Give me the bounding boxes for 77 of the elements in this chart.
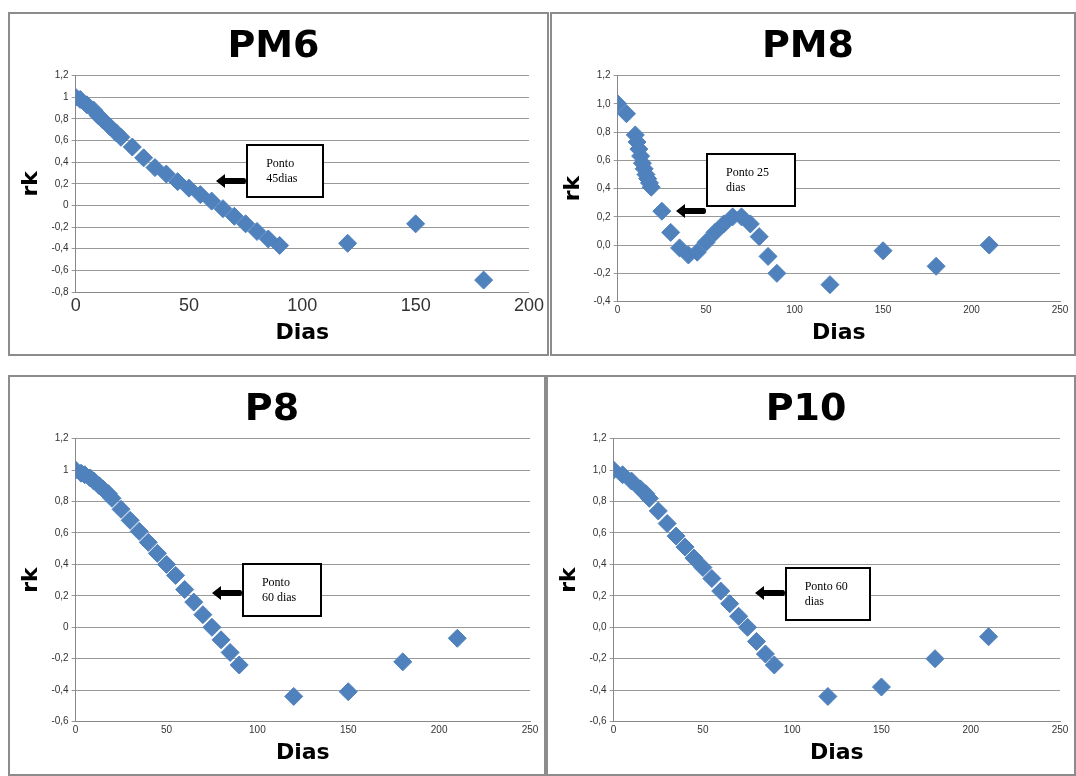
y-tick-label: -0,2 [51,220,70,232]
x-tick-label: 200 [430,724,448,736]
y-tick-label: -0,6 [589,715,608,727]
x-tick-label: 150 [874,304,892,316]
y-tick-label: -0,4 [589,683,608,695]
y-axis-title: rk [16,565,42,593]
y-tick-label: -0,8 [51,285,70,297]
y-tick-label: 1 [63,90,70,102]
x-tick-label: 250 [1051,304,1069,316]
y-axis-title: rk [16,169,42,197]
y-tick-label: 1,2 [592,432,608,444]
chart-title: PM8 [761,21,855,66]
y-tick-label: 0,8 [54,112,70,124]
y-tick-label: 1,2 [596,69,612,81]
y-tick-label: 0,2 [54,177,70,189]
y-tick-label: -0,2 [593,267,612,279]
y-tick-label: 0 [63,199,70,211]
x-tick-label: 50 [700,304,713,316]
y-tick-label: 0,8 [54,495,70,507]
x-axis-title: Dias [275,318,330,344]
x-tick-label: 150 [339,724,358,736]
x-tick-label: 0 [72,724,79,736]
y-axis-title: rk [558,174,584,202]
y-tick-label: 1,0 [592,463,608,475]
x-axis-title: Dias [809,738,864,764]
y-tick-label: 1 [63,463,70,475]
x-axis-title: Dias [811,318,866,344]
y-tick-label: 0,8 [596,125,612,137]
x-tick-label: 150 [873,724,891,736]
y-tick-label: 0,2 [592,589,608,601]
chart-title: PM6 [227,21,320,66]
x-tick-label: 50 [160,724,173,736]
y-tick-label: -0,6 [51,264,70,276]
y-tick-label: -0,6 [51,715,70,727]
y-tick-label: -0,2 [51,652,70,664]
y-tick-label: 1,2 [54,432,70,444]
y-axis-title: rk [554,565,580,593]
x-tick-label: 50 [178,294,199,315]
y-tick-label: 0,6 [54,526,70,538]
x-tick-label: 50 [697,724,709,736]
y-tick-label: 0,4 [592,558,608,570]
y-tick-label: 0,4 [54,558,70,570]
y-tick-label: 0,4 [596,182,612,194]
x-tick-label: 100 [287,294,318,315]
text-box: Ponto 60 dias [784,566,871,621]
x-tick-label: 200 [962,724,980,736]
x-tick-label: 150 [400,294,431,315]
x-tick-label: 100 [786,304,804,316]
y-tick-label: 0,2 [596,210,612,222]
chart-title: P10 [765,384,847,429]
y-tick-label: -0,2 [589,652,608,664]
y-tick-label: 0,6 [596,154,612,166]
y-tick-label: 0 [63,621,70,633]
y-tick-label: 0,0 [596,238,612,250]
x-tick-label: 0 [614,304,621,316]
y-tick-label: -0,4 [51,242,70,254]
x-tick-label: 200 [513,294,545,315]
text-box: Ponto 25 dias [706,153,796,208]
y-tick-label: 0,2 [54,589,70,601]
x-tick-label: 250 [1051,724,1069,736]
chart-title: P8 [244,384,300,429]
x-tick-label: 200 [963,304,981,316]
x-tick-label: 100 [783,724,801,736]
y-tick-label: 0,4 [54,155,70,167]
x-tick-label: 250 [521,724,539,736]
y-tick-label: -0,4 [593,295,612,307]
text-box: Ponto 60 dias [241,562,322,617]
y-tick-label: 0,8 [592,495,608,507]
y-tick-label: 0,6 [54,134,70,146]
text-box: Ponto 45dias [246,143,325,198]
x-axis-title: Dias [275,738,330,764]
y-tick-label: 1,2 [54,69,70,81]
y-tick-label: -0,4 [51,683,70,695]
y-tick-label: 0,0 [592,621,608,633]
y-tick-label: 0,6 [592,526,608,538]
y-tick-label: 1,0 [596,97,612,109]
x-tick-label: 100 [249,724,267,736]
